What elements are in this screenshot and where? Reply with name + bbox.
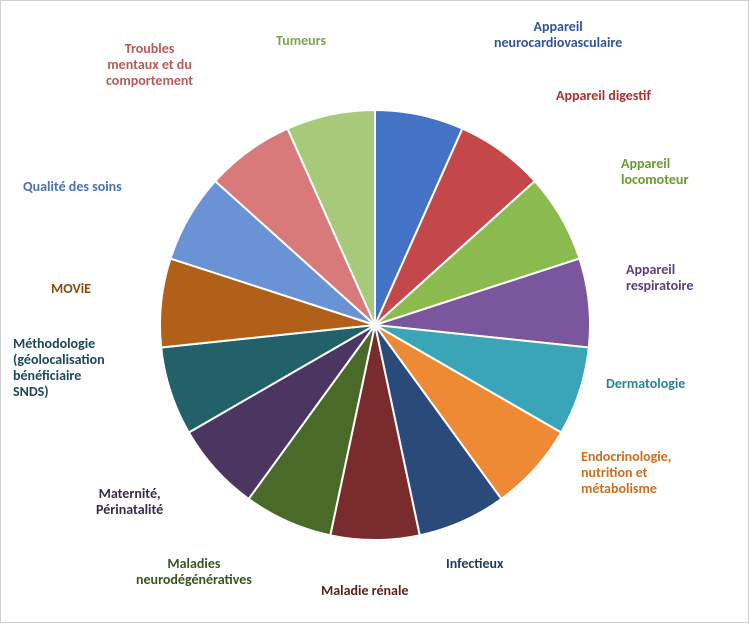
slice-label: Troubles mentaux et du comportement bbox=[106, 41, 193, 89]
slice-label: Appareil locomoteur bbox=[621, 156, 688, 188]
slice-label: Méthodologie (géolocalisation bénéficiai… bbox=[13, 336, 105, 400]
slice-label: Tumeurs bbox=[276, 33, 326, 49]
slice-label: Maladies neurodégénératives bbox=[136, 556, 252, 588]
slice-label: Appareil digestif bbox=[556, 88, 651, 104]
slice-label: Maternité, Périnatalité bbox=[96, 486, 163, 518]
slice-label: Appareil neurocardiovasculaire bbox=[494, 19, 622, 51]
slice-label: Dermatologie bbox=[606, 376, 685, 392]
slice-label: Endocrinologie, nutrition et métabolisme bbox=[581, 449, 671, 497]
slice-label: MOViE bbox=[51, 281, 91, 297]
slice-label: Qualité des soins bbox=[23, 179, 122, 195]
pie-chart-container: Appareil neurocardiovasculaire Appareil d… bbox=[0, 0, 749, 623]
slice-label: Infectieux bbox=[446, 556, 503, 572]
slice-label: Maladie rénale bbox=[321, 583, 408, 599]
slice-label: Appareil respiratoire bbox=[626, 262, 693, 294]
